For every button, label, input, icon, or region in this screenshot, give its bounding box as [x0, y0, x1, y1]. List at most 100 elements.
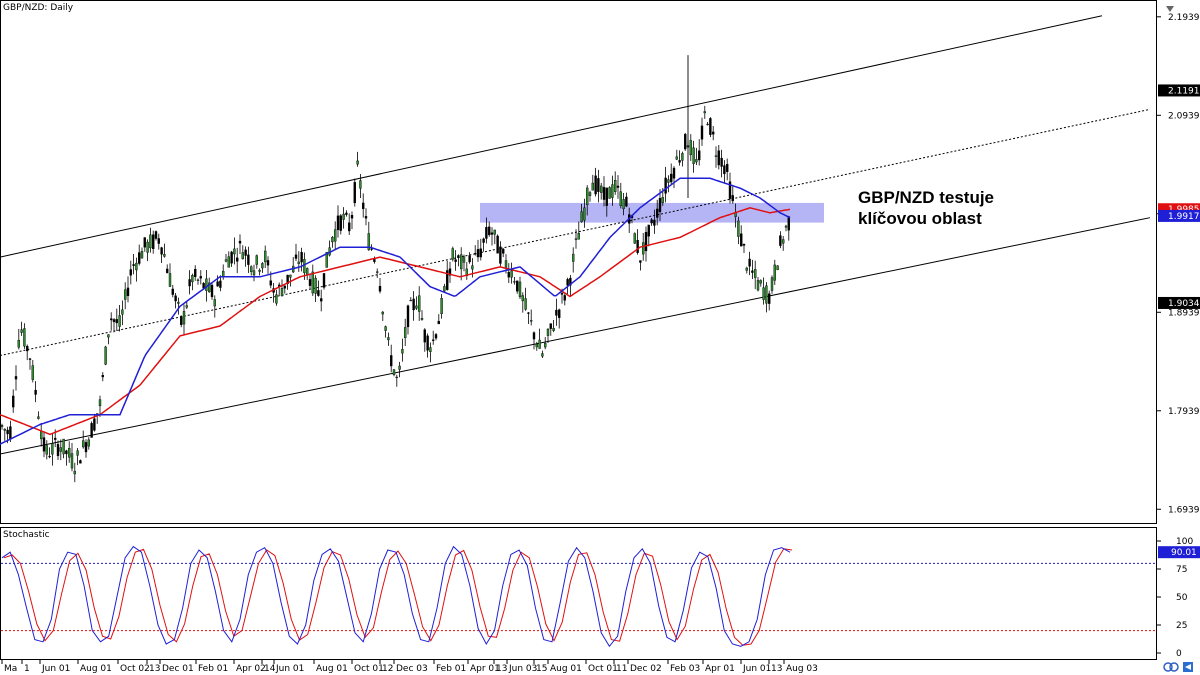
candle [415, 296, 418, 310]
candle [112, 318, 116, 333]
candle-body [698, 150, 701, 161]
candle [488, 221, 491, 237]
candle [154, 230, 158, 241]
candle [51, 433, 54, 466]
candle-body [45, 445, 48, 455]
candle [451, 246, 454, 262]
candle-body [230, 251, 233, 264]
annotation-line-1: GBP/NZD testuje [858, 188, 994, 207]
candle-body [614, 179, 617, 192]
candle-body [199, 276, 203, 279]
candle [583, 198, 586, 228]
candle [773, 259, 776, 285]
candle [703, 105, 706, 119]
candle [586, 185, 589, 216]
candle-body [731, 195, 734, 202]
candle [230, 250, 233, 267]
candle [745, 266, 748, 274]
candle-body [322, 273, 326, 288]
candle-body [31, 365, 34, 380]
candle [126, 276, 130, 303]
candle-body [689, 140, 692, 156]
candle [541, 350, 544, 359]
candle-body [109, 318, 113, 321]
candle [765, 282, 768, 313]
candle [179, 315, 183, 328]
price-tick-label: 2.09395 [1168, 111, 1200, 121]
candle [782, 236, 785, 251]
candle [740, 225, 743, 247]
scroll-icon[interactable] [1183, 662, 1193, 672]
candle [678, 150, 681, 166]
candle-body [670, 173, 673, 183]
candle [289, 274, 292, 287]
candle [429, 342, 432, 363]
chart-title: GBP/NZD: Daily [3, 3, 74, 13]
link-icon[interactable] [1163, 662, 1179, 672]
candle-body [703, 111, 706, 114]
candle [639, 260, 642, 271]
stoch-tick-label: 100 [1176, 537, 1193, 547]
candle-body [140, 250, 144, 259]
candle [440, 294, 443, 319]
candle-body [762, 287, 765, 300]
candle-body [384, 326, 387, 331]
candle-body [179, 316, 183, 325]
candle [107, 334, 110, 345]
candle [235, 247, 239, 274]
candle [538, 328, 541, 349]
candle-body [314, 277, 317, 294]
candle [406, 304, 410, 335]
candle-body [300, 252, 303, 263]
candle [418, 286, 421, 321]
candle-body [709, 118, 712, 135]
chart-shift-icon[interactable] [1166, 6, 1174, 12]
channel-mid-line [0, 108, 1151, 357]
candle [490, 227, 494, 246]
candle-body [73, 470, 77, 475]
stoch-current-label: 90.01 [1171, 548, 1197, 558]
price-tick-label: 1.69395 [1168, 505, 1200, 515]
candle-body [48, 455, 51, 458]
candle [591, 174, 594, 191]
candle [524, 287, 527, 311]
candle-body [370, 248, 373, 250]
candle-body [706, 123, 709, 126]
candle-body [740, 233, 743, 247]
candle-body [642, 242, 645, 255]
candle [462, 254, 466, 272]
candle-body [339, 215, 342, 231]
candle [717, 145, 720, 170]
candle [390, 344, 393, 373]
date-label: Aug 01 [80, 664, 112, 674]
candle [614, 171, 617, 195]
candle-body [544, 342, 547, 348]
candle-body [249, 266, 253, 272]
candle-body [726, 164, 729, 172]
candle [392, 368, 396, 377]
candle [695, 147, 698, 165]
candle-body [118, 315, 121, 327]
candle-body [151, 234, 155, 250]
candle-body [196, 279, 200, 281]
candle [754, 260, 757, 290]
candle [359, 173, 362, 198]
candle [238, 234, 242, 254]
candle-body [563, 295, 566, 301]
candle [633, 232, 636, 244]
candle [751, 259, 754, 280]
candle [437, 314, 440, 325]
candle-body [566, 279, 569, 286]
stoch-tick-label: 0 [1176, 649, 1182, 659]
candle-body [723, 165, 726, 175]
candle-body [37, 416, 40, 419]
candle-body [605, 187, 608, 206]
candle-body [737, 220, 740, 237]
candle-body [586, 187, 589, 205]
candle [20, 321, 23, 336]
candle-body [376, 271, 379, 273]
candle-body [488, 226, 491, 236]
candle-body [216, 281, 219, 287]
candle-body [331, 236, 334, 243]
candle [165, 264, 169, 274]
